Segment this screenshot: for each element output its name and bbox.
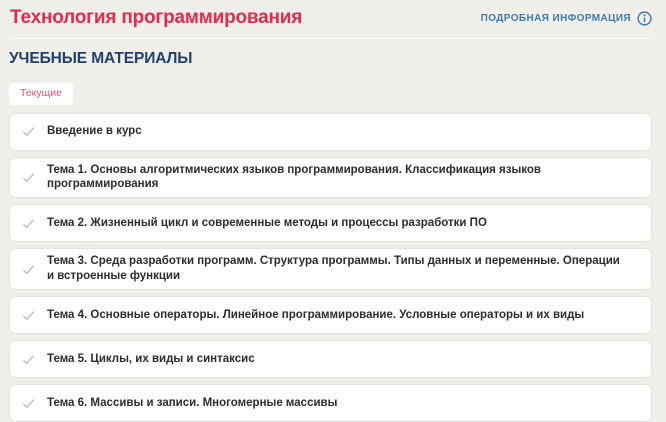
material-item[interactable]: Тема 6. Массивы и записи. Многомерные ма… xyxy=(9,384,652,422)
material-item-label: Тема 4. Основные операторы. Линейное про… xyxy=(47,308,584,323)
checkmark-icon xyxy=(10,263,47,276)
material-item[interactable]: Тема 2. Жизненный цикл и современные мет… xyxy=(9,204,652,242)
checkmark-icon xyxy=(10,217,47,230)
material-item-label: Введение в курс xyxy=(47,124,142,139)
page-header: Технология программирования ПОДРОБНАЯ ИН… xyxy=(9,5,652,39)
material-item-label: Тема 1. Основы алгоритмических языков пр… xyxy=(47,163,627,193)
material-item[interactable]: Тема 1. Основы алгоритмических языков пр… xyxy=(9,157,652,199)
tab-current[interactable]: Текущие xyxy=(9,83,73,105)
material-item[interactable]: Тема 4. Основные операторы. Линейное про… xyxy=(9,296,652,334)
checkmark-icon xyxy=(10,171,47,184)
material-item[interactable]: Тема 5. Циклы, их виды и синтаксис xyxy=(9,340,652,378)
detailed-info-link[interactable]: ПОДРОБНАЯ ИНФОРМАЦИЯ xyxy=(481,11,652,26)
course-title: Технология программирования xyxy=(10,7,302,29)
section-title: УЧЕБНЫЕ МАТЕРИАЛЫ xyxy=(9,50,652,68)
material-item-label: Тема 3. Среда разработки программ. Струк… xyxy=(47,254,627,284)
material-item[interactable]: Тема 3. Среда разработки программ. Струк… xyxy=(9,248,652,290)
checkmark-icon xyxy=(10,353,47,366)
checkmark-icon xyxy=(10,125,47,138)
material-item-label: Тема 2. Жизненный цикл и современные мет… xyxy=(47,216,487,231)
info-circle-icon xyxy=(637,11,652,26)
materials-list: Введение в курс Тема 1. Основы алгоритми… xyxy=(9,113,652,422)
detailed-info-label: ПОДРОБНАЯ ИНФОРМАЦИЯ xyxy=(481,13,631,24)
checkmark-icon xyxy=(10,397,47,410)
material-item[interactable]: Введение в курс xyxy=(9,113,652,151)
material-item-label: Тема 6. Массивы и записи. Многомерные ма… xyxy=(47,396,337,411)
checkmark-icon xyxy=(10,309,47,322)
material-item-label: Тема 5. Циклы, их виды и синтаксис xyxy=(47,352,255,367)
